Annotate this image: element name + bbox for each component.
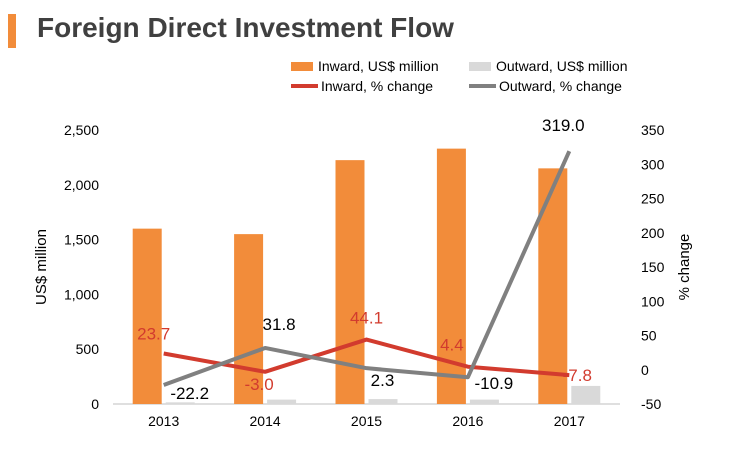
line-inward-change xyxy=(163,337,570,378)
y-tick-label: 0 xyxy=(91,396,99,412)
legend-swatch-outward-bar xyxy=(469,62,491,71)
y2-tick-label: 250 xyxy=(641,191,665,207)
data-label-outward: -22.2 xyxy=(170,384,209,403)
y-tick-label: 2,500 xyxy=(64,122,99,138)
y-tick-label: 2,000 xyxy=(64,177,99,193)
y2-tick-label: 300 xyxy=(641,156,665,172)
legend-label: Outward, % change xyxy=(499,78,622,94)
title-accent-bar xyxy=(8,14,16,48)
page-title: Foreign Direct Investment Flow xyxy=(37,12,454,43)
bar-inward xyxy=(132,228,162,404)
y2-tick-label: 100 xyxy=(641,293,665,309)
bar-inward xyxy=(234,234,264,404)
bar-outward xyxy=(165,402,195,404)
line-outward-change xyxy=(163,150,572,387)
x-tick-label: 2013 xyxy=(148,413,179,429)
legend-label: Outward, US$ million xyxy=(496,58,628,74)
data-label-outward: 2.3 xyxy=(371,371,395,390)
data-label-inward: 44.1 xyxy=(350,309,383,328)
legend-label: Inward, US$ million xyxy=(318,58,439,74)
bar-outward xyxy=(469,399,499,404)
data-label-outward: 319.0 xyxy=(542,116,585,135)
y-tick-label: 1,000 xyxy=(64,286,99,302)
x-tick-label: 2014 xyxy=(250,413,281,429)
data-label-inward: 4.4 xyxy=(440,336,464,355)
x-tick-label: 2016 xyxy=(452,413,483,429)
data-label-inward: -7.8 xyxy=(563,366,592,385)
legend-label: Inward, % change xyxy=(321,78,433,94)
data-label-outward: 31.8 xyxy=(263,315,296,334)
data-label-inward: 23.7 xyxy=(137,325,170,344)
x-tick-label: 2015 xyxy=(351,413,382,429)
y-tick-label: 1,500 xyxy=(64,232,99,248)
data-label-inward: -3.0 xyxy=(244,375,273,394)
data-label-outward: -10.9 xyxy=(475,374,514,393)
bar-outward xyxy=(571,385,601,404)
y2-tick-label: -50 xyxy=(641,396,661,412)
legend-swatch-inward-bar xyxy=(291,62,313,71)
y2-tick-label: 50 xyxy=(641,328,657,344)
y2-tick-label: 0 xyxy=(641,362,649,378)
y2-tick-label: 350 xyxy=(641,122,665,138)
x-tick-label: 2017 xyxy=(554,413,585,429)
y-axis-title: US$ million xyxy=(33,229,50,305)
y2-tick-label: 150 xyxy=(641,259,665,275)
y2-axis-title: % change xyxy=(676,234,693,301)
bar-outward xyxy=(368,399,398,404)
y-tick-label: 500 xyxy=(76,341,100,357)
bar-outward xyxy=(267,399,297,404)
y2-tick-label: 200 xyxy=(641,225,665,241)
